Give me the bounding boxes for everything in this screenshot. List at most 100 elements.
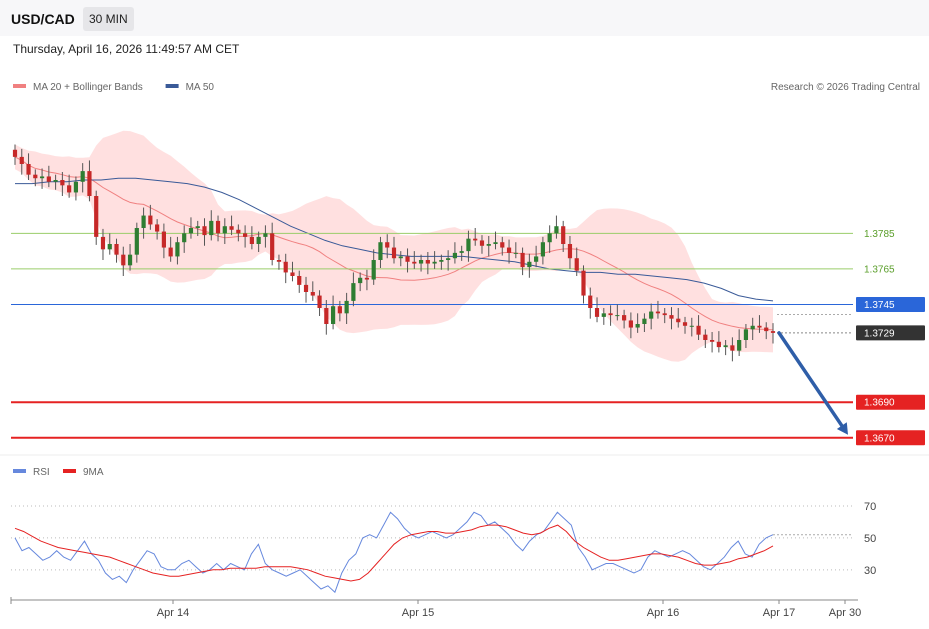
- rsi-tick-50: 50: [864, 533, 876, 545]
- candle-32: [229, 226, 234, 230]
- candle-71: [493, 242, 498, 244]
- candle-110: [757, 325, 762, 328]
- candle-20: [148, 215, 153, 225]
- candle-31: [222, 226, 227, 234]
- candle-40: [283, 261, 288, 273]
- candle-66: [459, 251, 464, 253]
- candle-15: [114, 244, 119, 255]
- candle-65: [452, 252, 458, 259]
- legend-swatch-1: [165, 84, 179, 88]
- candle-74: [513, 252, 518, 254]
- candle-26: [188, 228, 194, 234]
- candle-46: [324, 308, 329, 324]
- candle-19: [141, 215, 146, 228]
- timeframe-button[interactable]: 30 MIN: [83, 7, 134, 31]
- rsi-tick-30: 30: [864, 565, 876, 577]
- level-label-1.3785: 1.3785: [864, 229, 895, 240]
- candle-80: [554, 226, 559, 234]
- level-tag-1.3745: [856, 296, 925, 312]
- candle-8: [67, 185, 72, 193]
- legend-label-1: MA 50: [186, 82, 215, 93]
- candle-97: [669, 315, 674, 319]
- rsi-tick-70: 70: [864, 501, 876, 513]
- candle-35: [249, 236, 254, 244]
- candle-53: [371, 260, 376, 280]
- candle-47: [330, 306, 336, 324]
- candle-72: [500, 242, 505, 248]
- candle-21: [155, 224, 160, 232]
- level-tag-1.3670: [856, 430, 925, 446]
- candle-16: [121, 254, 126, 266]
- candle-4: [39, 176, 45, 179]
- candle-58: [405, 256, 410, 262]
- forecast-arrow-shaft: [777, 331, 844, 428]
- candle-85: [588, 295, 593, 308]
- chart-header: USD/CAD 30 MIN: [0, 0, 929, 36]
- candle-100: [689, 325, 694, 327]
- rsi-legend-swatch-0: [13, 469, 26, 473]
- candle-55: [385, 242, 390, 248]
- forecast-arrow-head: [836, 422, 848, 435]
- rsi-ma-line: [14, 524, 774, 582]
- candle-25: [182, 233, 187, 243]
- candle-95: [655, 311, 661, 314]
- level-tag-1.3729: [856, 325, 925, 341]
- candle-103: [709, 340, 715, 342]
- candle-57: [398, 256, 403, 259]
- candle-3: [33, 174, 38, 179]
- candle-10: [80, 171, 85, 182]
- candle-108: [743, 329, 749, 340]
- x-tick-label-2: Apr 16: [647, 607, 679, 619]
- candle-39: [276, 260, 282, 262]
- candle-34: [243, 233, 248, 237]
- candle-78: [540, 242, 545, 257]
- credit-label: Research © 2026 Trading Central: [771, 82, 920, 93]
- candle-94: [649, 311, 654, 319]
- candle-81: [561, 226, 566, 244]
- candle-112: [770, 331, 776, 333]
- candle-62: [432, 261, 437, 264]
- candle-101: [696, 325, 701, 335]
- ma20-line: [14, 156, 774, 331]
- candle-63: [439, 260, 444, 262]
- candle-45: [317, 295, 322, 308]
- legend-swatch-0: [13, 84, 26, 88]
- candle-54: [378, 242, 383, 260]
- candle-93: [642, 318, 647, 324]
- candle-7: [60, 180, 65, 186]
- candle-109: [750, 325, 755, 330]
- candle-67: [466, 238, 471, 252]
- candle-98: [676, 318, 681, 323]
- candle-24: [175, 242, 180, 257]
- candle-29: [209, 220, 214, 236]
- x-tick-label-1: Apr 15: [402, 607, 434, 619]
- candle-33: [236, 229, 241, 234]
- candle-79: [547, 233, 552, 243]
- timestamp: Thursday, April 16, 2026 11:49:57 AM CET: [13, 42, 240, 56]
- candle-89: [615, 315, 620, 317]
- x-tick-label-4: Apr 30: [829, 607, 861, 619]
- candle-82: [567, 244, 573, 259]
- candle-64: [446, 258, 451, 260]
- candle-99: [682, 322, 688, 326]
- candle-13: [100, 236, 106, 250]
- candle-18: [134, 228, 139, 255]
- candle-41: [290, 272, 295, 276]
- candle-107: [737, 340, 742, 351]
- candle-91: [628, 320, 633, 328]
- candle-105: [723, 345, 728, 348]
- candle-68: [473, 238, 478, 241]
- candle-38: [270, 233, 275, 260]
- candle-61: [425, 260, 430, 264]
- candle-0: [12, 149, 18, 157]
- candle-42: [297, 276, 302, 285]
- rsi-legend-label-0: RSI: [33, 467, 50, 478]
- candle-76: [527, 261, 532, 268]
- candle-106: [730, 345, 735, 351]
- candle-73: [506, 247, 512, 253]
- candle-102: [703, 334, 708, 340]
- candle-60: [418, 260, 424, 264]
- candle-84: [581, 270, 586, 296]
- candle-28: [202, 226, 207, 236]
